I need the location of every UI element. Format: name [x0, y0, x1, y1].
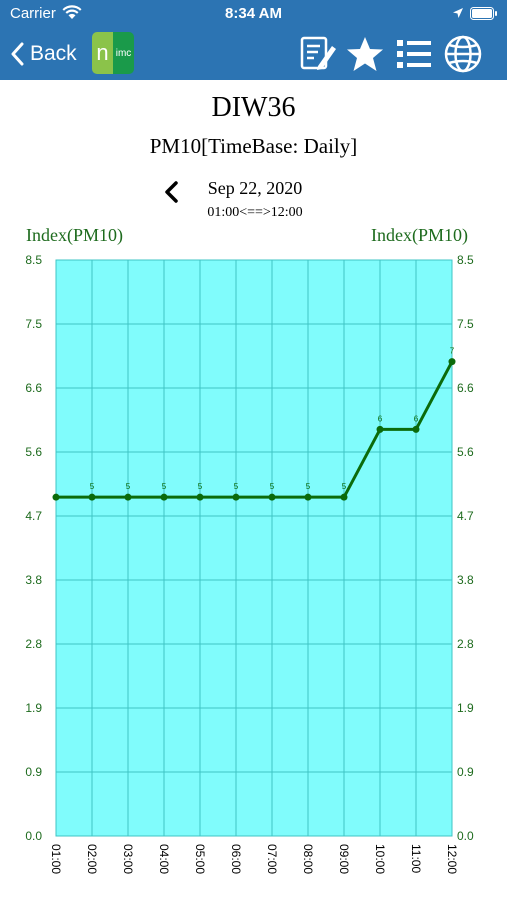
data-point — [340, 493, 348, 501]
list-icon[interactable] — [394, 34, 434, 74]
data-point — [160, 493, 168, 501]
date-label: Sep 22, 2020 — [207, 178, 303, 198]
carrier-label: Carrier — [10, 5, 56, 22]
y-tick-label-left: 7.5 — [25, 317, 42, 331]
data-label: 5 — [90, 482, 95, 491]
data-label: 6 — [414, 414, 419, 423]
x-tick-label: 11:00 — [409, 844, 423, 873]
y-tick-label-right: 7.5 — [457, 317, 474, 331]
x-tick-label: 12:00 — [445, 844, 459, 874]
y-tick-label-right: 5.6 — [457, 445, 474, 459]
x-tick-label: 08:00 — [301, 844, 315, 874]
globe-icon[interactable] — [443, 34, 483, 74]
y-tick-label-left: 4.7 — [25, 509, 42, 523]
data-label: 5 — [342, 482, 347, 491]
x-tick-label: 06:00 — [229, 844, 243, 874]
data-label: 5 — [126, 482, 131, 491]
chevron-left-icon — [165, 181, 178, 203]
data-point — [88, 493, 96, 501]
data-label: 5 — [306, 482, 311, 491]
location-arrow-icon — [452, 6, 464, 24]
y-tick-label-left: 6.6 — [25, 381, 42, 395]
y-tick-label-left: 5.6 — [25, 445, 42, 459]
data-point — [268, 493, 276, 501]
back-button[interactable]: Back — [10, 36, 77, 72]
data-label: 5 — [234, 482, 239, 491]
edit-note-icon[interactable] — [298, 34, 338, 74]
y-tick-label-right: 4.7 — [457, 509, 474, 523]
data-point — [304, 493, 312, 501]
x-tick-label: 05:00 — [193, 844, 207, 874]
x-tick-label: 07:00 — [265, 844, 279, 874]
data-label: 5 — [162, 482, 167, 491]
data-point — [196, 493, 204, 501]
x-tick-label: 02:00 — [85, 844, 99, 874]
time-range-label: 01:00<==>12:00 — [207, 205, 303, 220]
data-label: 5 — [198, 482, 203, 491]
navigation-bar: Back n imc — [0, 28, 507, 80]
app-logo: n imc — [92, 32, 134, 74]
y-tick-label-right: 0.9 — [457, 765, 474, 779]
y-tick-label-left: 8.5 — [25, 253, 42, 267]
y-tick-label-left: 1.9 — [25, 701, 42, 715]
logo-text: imc — [113, 32, 134, 74]
data-label: 7 — [450, 347, 455, 356]
y-tick-label-right: 6.6 — [457, 381, 474, 395]
y-tick-label-right: 8.5 — [457, 253, 474, 267]
y-tick-label-right: 0.0 — [457, 829, 474, 843]
y-tick-label-right: 1.9 — [457, 701, 474, 715]
chart-subtitle: PM10[TimeBase: Daily] — [149, 134, 358, 158]
station-title: DIW36 — [211, 92, 296, 123]
x-tick-label: 04:00 — [157, 844, 171, 874]
battery-icon — [470, 7, 498, 25]
y-tick-label-left: 3.8 — [25, 573, 42, 587]
wifi-icon — [62, 4, 82, 25]
clock: 8:34 AM — [225, 5, 282, 22]
pm10-line-chart: 0.0 0.0 0.9 0.9 1.9 1.9 2.8 2.8 3.8 3.8 4.7 4.7 5.6 5… — [25, 253, 474, 874]
x-tick-label: 01:00 — [49, 844, 63, 874]
y-axis-title-left: Index(PM10) — [26, 225, 123, 245]
data-point — [232, 493, 240, 501]
plot-area — [55, 259, 453, 837]
status-bar: Carrier 8:34 AM — [0, 0, 507, 28]
x-tick-label: 09:00 — [337, 844, 351, 874]
y-axis-title-right: Index(PM10) — [371, 225, 468, 245]
star-icon[interactable] — [345, 34, 385, 74]
previous-day-button[interactable] — [160, 178, 184, 206]
back-button-label: Back — [30, 42, 77, 65]
data-point — [376, 425, 384, 433]
y-tick-label-left: 2.8 — [25, 637, 42, 651]
logo-letter: n — [92, 32, 113, 74]
y-tick-label-right: 2.8 — [457, 637, 474, 651]
y-tick-label-left: 0.0 — [25, 829, 42, 843]
data-label: 5 — [270, 482, 275, 491]
data-label: 6 — [378, 414, 383, 423]
series-line — [56, 360, 454, 499]
y-tick-label-right: 3.8 — [457, 573, 474, 587]
data-point — [412, 425, 420, 433]
data-point — [52, 493, 60, 501]
y-tick-label-left: 0.9 — [25, 765, 42, 779]
x-tick-label: 10:00 — [373, 844, 387, 874]
x-tick-label: 03:00 — [121, 844, 135, 874]
data-point — [124, 493, 132, 501]
chevron-left-icon — [11, 42, 24, 66]
data-point — [448, 358, 456, 366]
